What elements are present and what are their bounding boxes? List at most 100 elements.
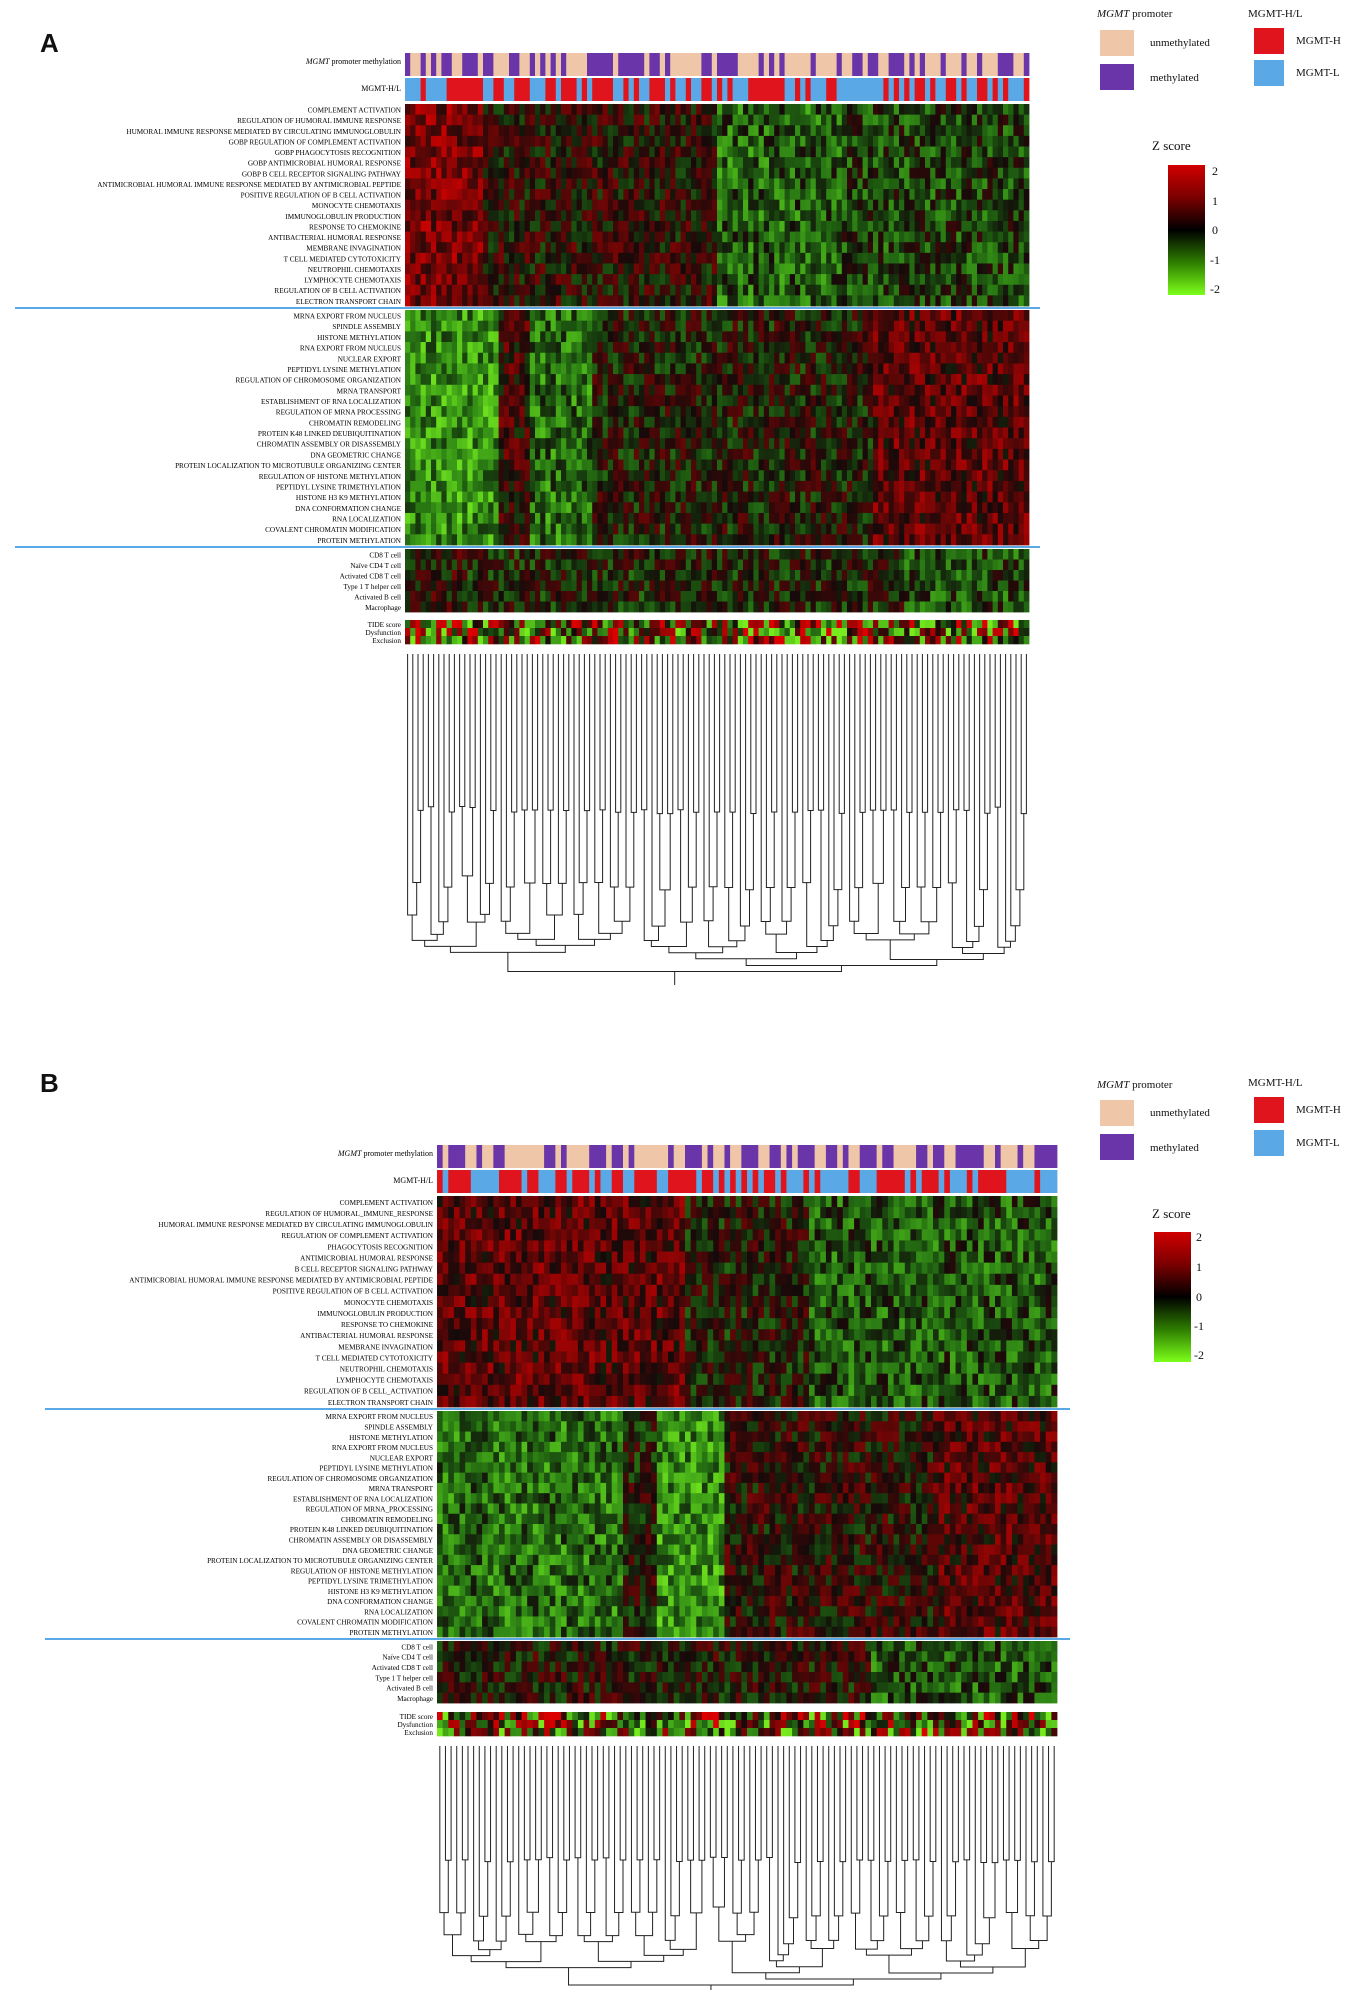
heatmap-cell bbox=[644, 189, 650, 201]
heatmap-cell bbox=[873, 125, 879, 137]
heatmap-cell bbox=[727, 352, 733, 364]
heatmap-cell bbox=[930, 320, 936, 332]
heatmap-cell bbox=[1013, 331, 1019, 343]
heatmap-cell bbox=[446, 199, 453, 211]
heatmap-cell bbox=[867, 199, 874, 211]
heatmap-cell bbox=[873, 167, 879, 179]
heatmap-cell bbox=[420, 167, 427, 179]
heatmap-cell bbox=[431, 363, 437, 375]
heatmap-cell bbox=[831, 157, 837, 169]
heatmap-cell bbox=[836, 295, 843, 307]
heatmap-cell bbox=[613, 114, 619, 126]
heatmap-cell bbox=[758, 114, 765, 126]
heatmap-cell bbox=[711, 363, 718, 375]
heatmap-cell bbox=[789, 459, 796, 471]
heatmap-cell bbox=[514, 125, 520, 137]
heatmap-cell bbox=[425, 104, 432, 116]
heatmap-cell bbox=[945, 395, 952, 407]
heatmap-cell bbox=[576, 352, 583, 364]
heatmap-cell bbox=[623, 104, 629, 116]
heatmap-cell bbox=[540, 480, 546, 492]
heatmap-cell bbox=[1018, 342, 1025, 354]
heatmap-cell bbox=[665, 491, 671, 503]
heatmap-cell bbox=[451, 395, 458, 407]
heatmap-cell bbox=[784, 178, 791, 190]
heatmap-cell bbox=[836, 125, 843, 137]
heatmap-cell bbox=[800, 242, 806, 254]
heatmap-cell bbox=[883, 395, 889, 407]
heatmap-cell bbox=[841, 502, 848, 514]
heatmap-cell bbox=[977, 480, 983, 492]
heatmap-cell bbox=[462, 189, 468, 201]
heatmap-cell bbox=[503, 523, 510, 535]
heatmap-cell bbox=[633, 480, 640, 492]
heatmap-cell bbox=[914, 320, 921, 332]
heatmap-cell bbox=[914, 374, 921, 386]
heatmap-cell bbox=[467, 448, 473, 460]
heatmap-cell bbox=[836, 242, 843, 254]
heatmap-cell bbox=[431, 220, 437, 232]
row-label: DNA GEOMETRIC CHANGE bbox=[310, 451, 401, 459]
heatmap-cell bbox=[540, 384, 546, 396]
heatmap-cell bbox=[535, 274, 541, 286]
heatmap-cell bbox=[451, 263, 458, 275]
row-label: DNA CONFORMATION CHANGE bbox=[295, 505, 401, 513]
heatmap-cell bbox=[431, 114, 437, 126]
heatmap-cell bbox=[862, 135, 869, 147]
heatmap-cell bbox=[992, 406, 999, 418]
heatmap-cell bbox=[618, 480, 624, 492]
heatmap-cell bbox=[561, 384, 567, 396]
heatmap-cell bbox=[841, 342, 848, 354]
heatmap-cell bbox=[899, 352, 905, 364]
heatmap-cell bbox=[665, 189, 671, 201]
heatmap-cell bbox=[888, 189, 895, 201]
heatmap-cell bbox=[1008, 448, 1014, 460]
heatmap-cell bbox=[545, 438, 551, 450]
heatmap-cell bbox=[956, 427, 962, 439]
heatmap-cell bbox=[701, 406, 707, 418]
heatmap-cell bbox=[810, 502, 817, 514]
heatmap-cell bbox=[493, 480, 499, 492]
promoter-cell bbox=[800, 53, 806, 76]
heatmap-cell bbox=[498, 220, 505, 232]
heatmap-cell bbox=[524, 363, 531, 375]
heatmap-cell bbox=[743, 252, 749, 264]
heatmap-cell bbox=[914, 284, 921, 296]
heatmap-cell bbox=[623, 470, 629, 482]
heatmap-cell bbox=[919, 125, 926, 137]
heatmap-cell bbox=[925, 167, 931, 179]
heatmap-cell bbox=[1008, 363, 1014, 375]
heatmap-cell bbox=[405, 459, 411, 471]
heatmap-cell bbox=[509, 263, 515, 275]
heatmap-cell bbox=[441, 352, 447, 364]
heatmap-cell bbox=[1013, 352, 1019, 364]
heatmap-cell bbox=[852, 252, 858, 264]
heatmap-cell bbox=[529, 114, 536, 126]
heatmap-cell bbox=[857, 210, 863, 222]
heatmap-cell bbox=[535, 374, 541, 386]
row-label: T CELL MEDIATED CYTOTOXICITY bbox=[284, 255, 402, 263]
heatmap-cell bbox=[753, 491, 759, 503]
heatmap-cell bbox=[706, 374, 713, 386]
row-label: ELECTRON TRANSPORT CHAIN bbox=[296, 298, 402, 306]
heatmap-cell bbox=[743, 438, 749, 450]
heatmap-cell bbox=[847, 320, 853, 332]
heatmap-cell bbox=[550, 384, 557, 396]
heatmap-cell bbox=[852, 395, 858, 407]
heatmap-cell bbox=[878, 157, 884, 169]
heatmap-cell bbox=[467, 157, 473, 169]
mgmt-hl-cell bbox=[956, 78, 962, 101]
heatmap-cell bbox=[732, 480, 739, 492]
heatmap-cell bbox=[831, 252, 837, 264]
heatmap-cell bbox=[982, 125, 988, 137]
heatmap-cell bbox=[919, 199, 926, 211]
heatmap-cell bbox=[732, 512, 739, 525]
heatmap-cell bbox=[1013, 252, 1019, 264]
heatmap-cell bbox=[576, 295, 583, 307]
heatmap-cell bbox=[779, 459, 785, 471]
heatmap-cell bbox=[462, 363, 468, 375]
heatmap-cell bbox=[1003, 189, 1009, 201]
mgmt-hl-cell bbox=[529, 78, 536, 101]
heatmap-cell bbox=[763, 459, 770, 471]
mgmt-hl-cell bbox=[613, 78, 619, 101]
